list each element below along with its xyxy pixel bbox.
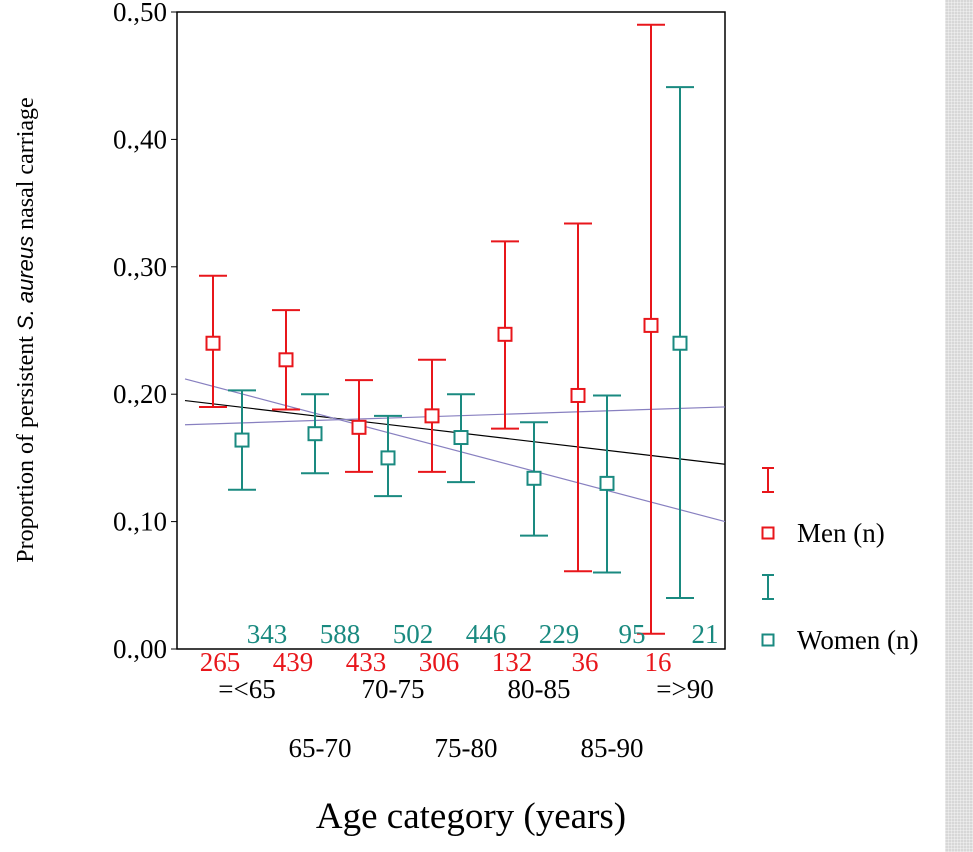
plot-frame bbox=[176, 11, 726, 650]
data-point bbox=[424, 408, 440, 424]
legend-item: Women (n) bbox=[761, 625, 919, 655]
n-label: 265 bbox=[200, 647, 241, 677]
series-layer bbox=[199, 23, 694, 635]
n-label: 588 bbox=[320, 619, 361, 649]
data-point bbox=[570, 387, 586, 403]
y-tick-label: 0.,00 bbox=[113, 634, 167, 664]
legend: Men (n) Women (n) bbox=[761, 467, 919, 655]
n-label: 16 bbox=[645, 647, 672, 677]
x-tick-label: 70-75 bbox=[362, 674, 425, 704]
y-tick-label: 0.,50 bbox=[113, 0, 167, 27]
x-tick-label: 75-80 bbox=[435, 733, 498, 763]
data-point bbox=[599, 475, 615, 491]
y-axis-title: Proportion of persistent S. aureus nasal… bbox=[13, 97, 39, 562]
data-point bbox=[234, 432, 250, 448]
data-point bbox=[497, 326, 513, 342]
data-point bbox=[205, 335, 221, 351]
n-label: 502 bbox=[393, 619, 434, 649]
x-axis-ticks: =<65 65-70 70-75 75-80 80-85 85-90 =>90 bbox=[218, 674, 713, 763]
series-men bbox=[199, 23, 665, 635]
x-tick-label: 65-70 bbox=[289, 733, 352, 763]
x-tick-label: 80-85 bbox=[508, 674, 571, 704]
n-label: 132 bbox=[492, 647, 533, 677]
y-axis-title-suffix: nasal carriage bbox=[13, 97, 39, 236]
data-point bbox=[278, 352, 294, 368]
legend-label: Women (n) bbox=[797, 625, 919, 655]
x-tick-label: =>90 bbox=[656, 674, 713, 704]
y-tick-label: 0.,40 bbox=[113, 124, 167, 154]
trend-lines bbox=[184, 378, 726, 523]
data-point bbox=[453, 430, 469, 446]
x-tick-label: =<65 bbox=[218, 674, 275, 704]
y-tick-label: 0.,10 bbox=[113, 507, 167, 537]
legend-label: Men (n) bbox=[797, 518, 885, 548]
n-labels: 265 439 433 306 132 36 16 343 588 502 446 229 95 21 bbox=[200, 619, 719, 677]
y-axis-title-prefix: Proportion of persistent bbox=[13, 330, 39, 563]
n-label: 21 bbox=[692, 619, 719, 649]
chart: 0.,00 0.,10 0.,20 0.,30 0.,40 0.,50 265 439 433… bbox=[13, 0, 919, 837]
x-axis-title: Age category (years) bbox=[316, 796, 626, 837]
n-label: 439 bbox=[273, 647, 314, 677]
x-tick-label: 85-90 bbox=[581, 733, 644, 763]
data-point bbox=[380, 450, 396, 466]
legend-item bbox=[762, 574, 774, 600]
trend-line-2 bbox=[184, 378, 726, 523]
n-label: 446 bbox=[466, 619, 507, 649]
data-point bbox=[526, 470, 542, 486]
n-label: 433 bbox=[346, 647, 387, 677]
data-point bbox=[307, 426, 323, 442]
data-point bbox=[643, 317, 659, 333]
data-point bbox=[351, 419, 367, 435]
series-women bbox=[228, 86, 694, 600]
y-axis-title-italic: S. aureus bbox=[13, 236, 38, 330]
legend-square-symbol bbox=[761, 633, 775, 647]
decorative-side-stripe bbox=[945, 0, 973, 852]
data-point bbox=[672, 335, 688, 351]
n-label: 306 bbox=[419, 647, 460, 677]
n-label: 343 bbox=[247, 619, 288, 649]
n-label: 36 bbox=[572, 647, 599, 677]
y-tick-label: 0.,30 bbox=[113, 252, 167, 282]
y-axis-ticks: 0.,00 0.,10 0.,20 0.,30 0.,40 0.,50 bbox=[113, 0, 177, 664]
trend-line-3 bbox=[184, 406, 726, 426]
legend-item bbox=[762, 467, 774, 493]
n-label: 229 bbox=[539, 619, 580, 649]
n-label: 95 bbox=[619, 619, 646, 649]
legend-square-symbol bbox=[761, 526, 775, 540]
legend-item: Men (n) bbox=[761, 518, 885, 548]
y-tick-label: 0.,20 bbox=[113, 379, 167, 409]
